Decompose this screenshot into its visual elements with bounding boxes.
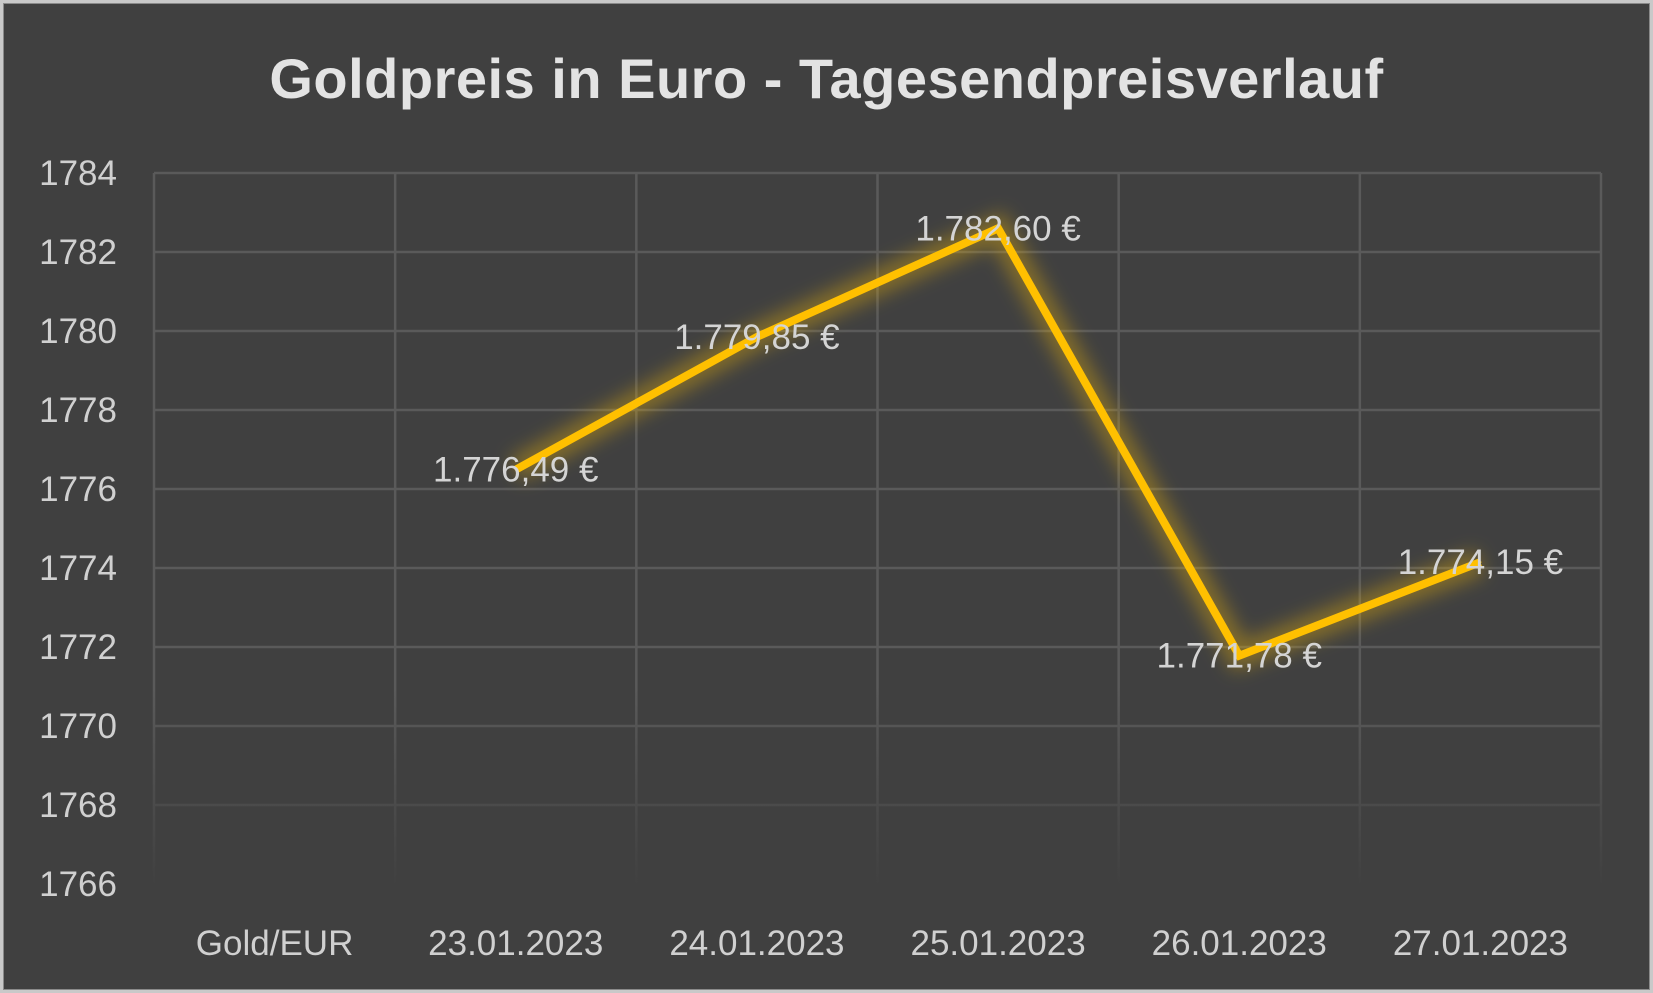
data-label: 1.776,49 € xyxy=(433,451,598,490)
data-label: 1.774,15 € xyxy=(1398,543,1563,582)
data-labels: 1.776,49 € 1.779,85 € 1.782,60 € 1.771,78 €… xyxy=(433,209,1563,675)
plot-area: 1766 1768 1770 1772 1774 1776 1778 1780 1782 1784… xyxy=(39,154,1604,963)
y-tick-label: 1784 xyxy=(39,154,117,193)
y-tick-label: 1766 xyxy=(39,865,117,904)
y-tick-label: 1772 xyxy=(39,628,117,667)
grid-fade xyxy=(151,686,1604,888)
x-tick-label: 24.01.2023 xyxy=(669,924,844,963)
x-tick-label: Gold/EUR xyxy=(196,924,354,963)
y-tick-label: 1782 xyxy=(39,233,117,272)
data-point xyxy=(997,227,1000,230)
y-tick-label: 1776 xyxy=(39,470,117,509)
chart-area: Goldpreis in Euro - Tagesendpreisverlauf… xyxy=(3,3,1650,990)
series-line xyxy=(513,223,1482,661)
data-label: 1.771,78 € xyxy=(1157,637,1322,676)
data-point xyxy=(755,335,758,338)
x-tick-label: 27.01.2023 xyxy=(1393,924,1568,963)
y-tick-label: 1780 xyxy=(39,312,117,351)
y-tick-label: 1778 xyxy=(39,391,117,430)
data-label: 1.779,85 € xyxy=(674,318,839,357)
series-gold-line xyxy=(509,211,1486,672)
x-tick-label: 23.01.2023 xyxy=(428,924,603,963)
y-tick-label: 1770 xyxy=(39,707,117,746)
data-point xyxy=(514,468,517,471)
y-tick-label: 1768 xyxy=(39,786,117,825)
data-point xyxy=(1479,561,1482,564)
x-axis-tick-labels: Gold/EUR 23.01.2023 24.01.2023 25.01.2023 26… xyxy=(196,924,1568,963)
chart-title: Goldpreis in Euro - Tagesendpreisverlauf xyxy=(269,47,1384,110)
data-point xyxy=(1238,654,1241,657)
series-line-glow xyxy=(509,211,1486,672)
x-tick-label: 26.01.2023 xyxy=(1152,924,1327,963)
data-label: 1.782,60 € xyxy=(915,209,1080,248)
x-tick-label: 25.01.2023 xyxy=(910,924,1085,963)
y-axis-tick-labels: 1766 1768 1770 1772 1774 1776 1778 1780 1782 1784 xyxy=(39,154,117,904)
y-tick-label: 1774 xyxy=(39,549,117,588)
